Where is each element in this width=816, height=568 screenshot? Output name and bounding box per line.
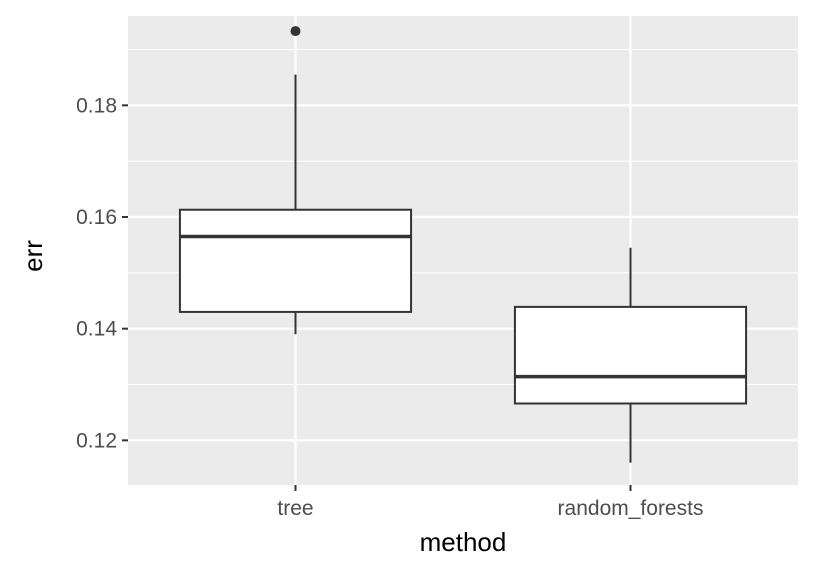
box-random_forests	[513, 247, 748, 463]
x-axis: tree random_forests	[277, 485, 703, 520]
box-tree	[178, 26, 413, 335]
outlier-point	[290, 26, 301, 37]
y-tick-label: 0.14	[76, 318, 117, 341]
box-iqr	[513, 305, 748, 405]
x-axis-title: method	[420, 527, 507, 557]
y-tick-label: 0.12	[76, 429, 117, 452]
x-tick-label: tree	[277, 497, 313, 520]
y-axis-title: err	[18, 240, 48, 272]
boxes	[178, 26, 748, 463]
y-axis: 0.12 0.14 0.16 0.18	[76, 94, 128, 452]
y-tick-label: 0.18	[76, 94, 117, 117]
box-iqr	[178, 208, 413, 313]
y-tick-label: 0.16	[76, 206, 117, 229]
x-tick-label: random_forests	[558, 497, 704, 520]
